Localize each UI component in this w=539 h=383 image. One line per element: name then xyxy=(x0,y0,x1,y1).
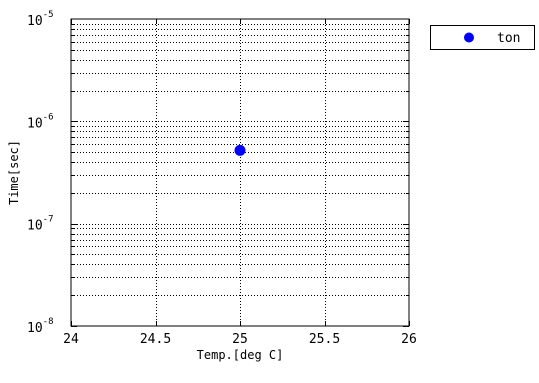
x-tick-label: 24.5 xyxy=(140,332,171,347)
x-tick-label: 26 xyxy=(401,332,417,347)
legend: ton xyxy=(431,26,535,50)
grid xyxy=(71,19,409,326)
y-tick-label: 10-8 xyxy=(27,317,54,336)
legend-marker-ton xyxy=(464,33,474,43)
x-tick-label: 24 xyxy=(63,332,79,347)
data-point-ton xyxy=(235,145,245,155)
y-tick-labels: 10-8 10-7 10-6 10-5 xyxy=(27,10,54,336)
y-tick-label: 10-5 xyxy=(27,10,54,29)
x-tick-label: 25.5 xyxy=(309,332,340,347)
y-tick-label: 10-7 xyxy=(27,215,54,234)
data-points xyxy=(235,145,245,155)
y-axis-label: Time[sec] xyxy=(7,140,21,205)
x-axis-label: Temp.[deg C] xyxy=(197,348,284,362)
x-tick-labels: 24 24.5 25 25.5 26 xyxy=(63,332,417,347)
x-tick-label: 25 xyxy=(232,332,248,347)
legend-label-ton: ton xyxy=(497,31,520,46)
y-tick-label: 10-6 xyxy=(27,112,54,131)
